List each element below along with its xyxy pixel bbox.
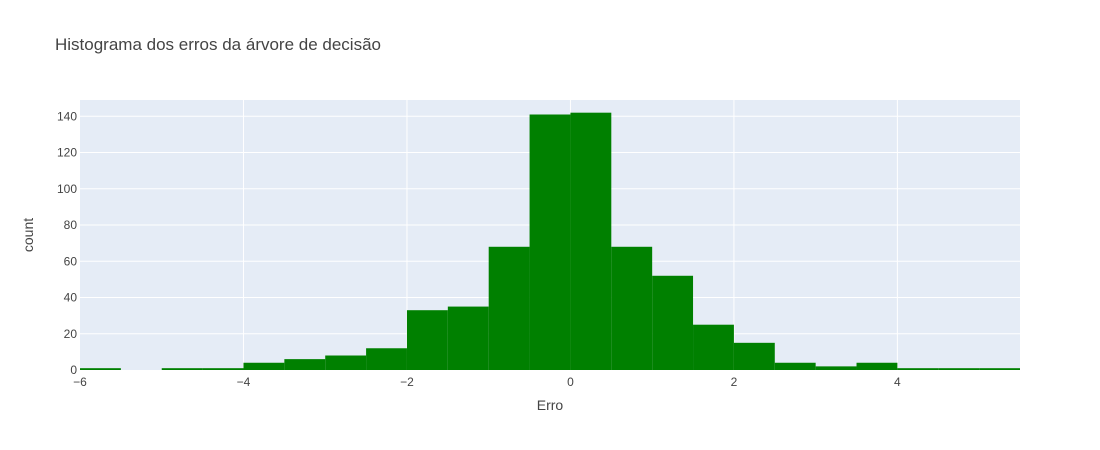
histogram-bar [80, 368, 121, 370]
histogram-bar [447, 306, 489, 370]
histogram-bar [570, 112, 612, 370]
histogram-bar [488, 246, 530, 370]
chart-title: Histograma dos erros da árvore de decisã… [55, 35, 381, 54]
histogram-bar [529, 114, 571, 370]
histogram-bars [80, 112, 1020, 370]
y-tick-label: 140 [57, 109, 77, 123]
x-tick-label: 4 [894, 375, 901, 389]
histogram-bar [733, 342, 775, 370]
y-tick-label: 40 [64, 291, 78, 305]
x-tick-label: −2 [400, 375, 414, 389]
histogram-bar [161, 368, 203, 370]
x-axis-title: Erro [537, 397, 564, 413]
histogram-bar [856, 362, 898, 370]
histogram-bar [406, 310, 448, 370]
x-tick-label: 0 [567, 375, 574, 389]
histogram-bar [815, 366, 857, 370]
histogram-bar [979, 368, 1020, 370]
histogram-bar [938, 368, 980, 370]
histogram-bar [693, 324, 734, 370]
y-tick-label: 0 [70, 363, 77, 377]
histogram-bar [652, 275, 694, 370]
x-tick-label: −6 [73, 375, 87, 389]
histogram-bar [897, 368, 939, 370]
y-tick-label: 60 [64, 254, 78, 268]
histogram-bar [611, 246, 653, 370]
y-axis-title: count [20, 218, 36, 252]
histogram-bar [243, 362, 285, 370]
y-axis-ticks: 0 20 40 60 80 100 120 140 [57, 109, 77, 377]
y-tick-label: 80 [64, 218, 78, 232]
histogram-bar [284, 359, 326, 370]
x-tick-label: 2 [731, 375, 738, 389]
y-tick-label: 120 [57, 146, 77, 160]
histogram-bar [774, 362, 816, 370]
y-tick-label: 20 [64, 327, 78, 341]
x-axis-ticks: −6 −4 −2 0 2 4 [73, 375, 901, 389]
y-tick-label: 100 [57, 182, 77, 196]
histogram-bar [325, 355, 367, 370]
histogram-bar [202, 368, 244, 370]
histogram-bar [366, 348, 407, 370]
x-tick-label: −4 [237, 375, 251, 389]
